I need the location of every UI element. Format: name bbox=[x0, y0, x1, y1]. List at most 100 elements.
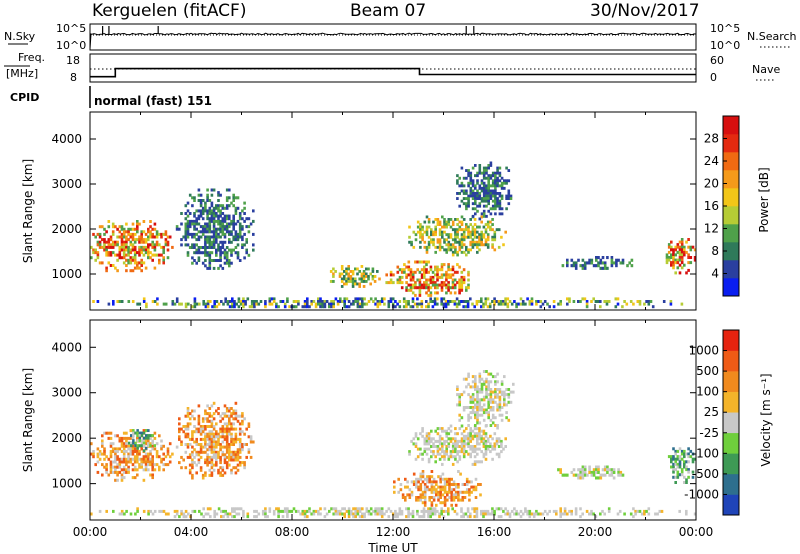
heatmap-cell bbox=[138, 266, 141, 270]
heatmap-cell bbox=[101, 238, 104, 242]
heatmap-cell bbox=[447, 283, 450, 287]
heatmap-cell bbox=[354, 512, 357, 516]
heatmap-cell bbox=[484, 228, 488, 232]
heatmap-cell bbox=[496, 171, 499, 175]
heatmap-cell bbox=[210, 422, 214, 426]
heatmap-cell bbox=[503, 398, 506, 402]
heatmap-cell bbox=[572, 300, 576, 303]
heatmap-cell bbox=[252, 219, 255, 223]
heatmap-cell bbox=[478, 421, 482, 425]
heatmap-cell bbox=[347, 280, 350, 283]
heatmap-cell bbox=[500, 406, 504, 409]
heatmap-cell bbox=[561, 473, 565, 477]
heatmap-cell bbox=[476, 395, 479, 399]
heatmap-cell bbox=[509, 390, 513, 394]
heatmap-cell bbox=[245, 427, 248, 431]
heatmap-cell bbox=[103, 238, 106, 242]
heatmap-cell bbox=[191, 246, 194, 249]
heatmap-cell bbox=[607, 507, 611, 511]
heatmap-cell bbox=[436, 270, 439, 274]
heatmap-cell bbox=[129, 243, 133, 247]
heatmap-cell bbox=[454, 248, 457, 252]
heatmap-cell bbox=[171, 302, 175, 306]
heatmap-cell bbox=[676, 243, 680, 247]
heatmap-cell bbox=[186, 209, 190, 213]
heatmap-cell bbox=[356, 297, 360, 301]
heatmap-cell bbox=[116, 300, 119, 303]
heatmap-cell bbox=[678, 256, 682, 259]
heatmap-cell bbox=[120, 442, 124, 446]
heatmap-cell bbox=[491, 413, 495, 417]
heatmap-cell bbox=[480, 181, 484, 185]
heatmap-cell bbox=[354, 515, 357, 519]
heatmap-cell bbox=[191, 435, 194, 439]
heatmap-cell bbox=[249, 455, 253, 459]
heatmap-cell bbox=[448, 485, 451, 489]
heatmap-cell bbox=[255, 300, 258, 303]
heatmap-cell bbox=[436, 268, 439, 272]
heatmap-cell bbox=[478, 375, 482, 379]
heatmap-cell bbox=[474, 174, 477, 178]
heatmap-cell bbox=[438, 243, 442, 247]
heatmap-cell bbox=[454, 427, 457, 431]
heatmap-cell bbox=[225, 427, 229, 431]
heatmap-cell bbox=[498, 184, 502, 188]
heatmap-cell bbox=[467, 171, 470, 175]
heatmap-cell bbox=[460, 450, 464, 454]
colorbar-segment bbox=[723, 242, 739, 261]
heatmap-cell bbox=[127, 457, 130, 461]
heatmap-cell bbox=[332, 507, 335, 511]
heatmap-cell bbox=[458, 278, 461, 282]
heatmap-cell bbox=[500, 212, 504, 216]
heatmap-cell bbox=[236, 419, 240, 423]
heatmap-cell bbox=[125, 444, 128, 448]
heatmap-cell bbox=[215, 445, 218, 449]
heatmap-cell bbox=[494, 212, 497, 216]
heatmap-cell bbox=[462, 377, 466, 381]
heatmap-cell bbox=[407, 283, 411, 287]
heatmap-cell bbox=[469, 218, 472, 221]
heatmap-cell bbox=[188, 437, 192, 441]
heatmap-cell bbox=[233, 305, 236, 309]
heatmap-cell bbox=[453, 302, 457, 306]
heatmap-cell bbox=[676, 261, 680, 265]
heatmap-cell bbox=[246, 297, 250, 301]
heatmap-cell bbox=[352, 515, 355, 519]
heatmap-cell bbox=[358, 302, 362, 306]
heatmap-cell bbox=[134, 431, 137, 435]
noise-trace bbox=[89, 26, 697, 50]
heatmap-cell bbox=[107, 251, 111, 255]
heatmap-cell bbox=[614, 305, 618, 309]
heatmap-cell bbox=[114, 460, 117, 464]
heatmap-cell bbox=[505, 207, 508, 211]
heatmap-cell bbox=[222, 509, 225, 513]
heatmap-cell bbox=[122, 450, 126, 453]
heatmap-cell bbox=[365, 509, 369, 513]
heatmap-cell bbox=[491, 218, 494, 221]
heatmap-cell bbox=[131, 227, 135, 231]
heatmap-cell bbox=[437, 496, 440, 499]
heatmap-cell bbox=[496, 408, 499, 412]
heatmap-cell bbox=[197, 422, 201, 426]
heatmap-cell bbox=[425, 225, 429, 229]
heatmap-cell bbox=[680, 245, 684, 249]
heatmap-cell bbox=[98, 457, 102, 461]
heatmap-cell bbox=[188, 455, 192, 459]
heatmap-cell bbox=[469, 192, 473, 195]
heatmap-cell bbox=[142, 253, 146, 257]
heatmap-cell bbox=[454, 432, 457, 436]
heatmap-cell bbox=[636, 509, 640, 513]
heatmap-cell bbox=[105, 468, 108, 472]
heatmap-cell bbox=[105, 269, 108, 273]
heatmap-cell bbox=[442, 509, 446, 513]
heatmap-cell bbox=[500, 442, 503, 446]
heatmap-cell bbox=[425, 432, 429, 436]
heatmap-cell bbox=[219, 430, 222, 434]
power-ylabel: Slant Range [km] bbox=[21, 159, 35, 263]
heatmap-cell bbox=[494, 395, 497, 399]
heatmap-cell bbox=[343, 300, 346, 303]
heatmap-cell bbox=[484, 223, 488, 226]
heatmap-cell bbox=[160, 439, 163, 443]
heatmap-cell bbox=[610, 261, 614, 265]
heatmap-cell bbox=[489, 228, 492, 232]
